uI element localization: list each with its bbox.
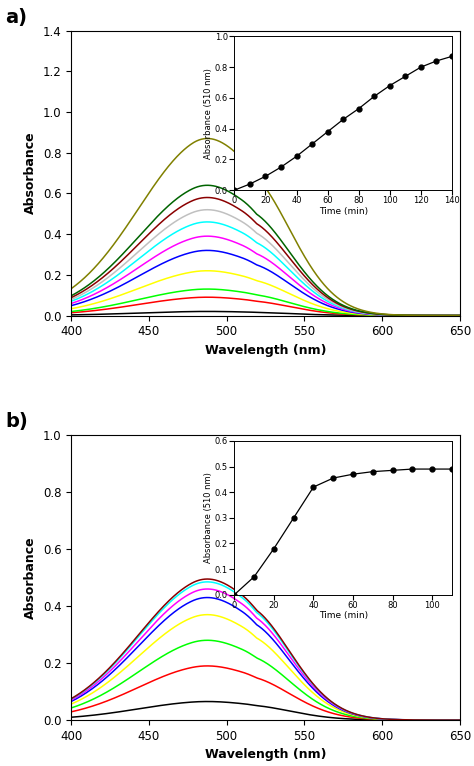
X-axis label: Wavelength (nm): Wavelength (nm) (205, 748, 326, 761)
Y-axis label: Absorbance: Absorbance (24, 132, 37, 214)
X-axis label: Wavelength (nm): Wavelength (nm) (205, 344, 326, 357)
Text: a): a) (5, 8, 27, 27)
Text: b): b) (5, 412, 28, 431)
Y-axis label: Absorbance: Absorbance (24, 536, 37, 619)
